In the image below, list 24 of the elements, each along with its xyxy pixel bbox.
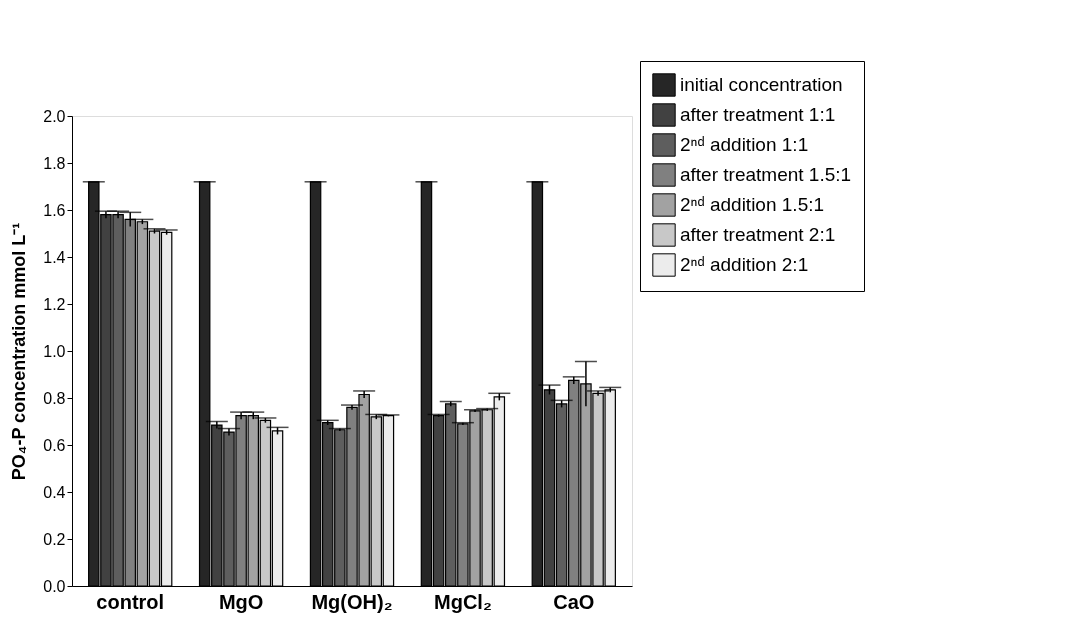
y-tick-label: 1.4	[43, 248, 66, 266]
y-tick-label: 1.0	[43, 342, 66, 360]
legend-label: after treatment 1.5:1	[680, 164, 852, 185]
y-tick-label: 2.0	[43, 107, 66, 125]
x-tick-label: Mg(OH)₂	[311, 590, 393, 613]
legend-label: initial concentration	[680, 74, 843, 95]
y-tick-label: 0.0	[43, 577, 66, 595]
y-tick-label: 0.2	[43, 530, 66, 548]
y-tick-label: 0.6	[43, 436, 66, 454]
x-tick-label: MgCl₂	[434, 590, 492, 613]
y-axis-title: PO₄-P concentration mmol L⁻¹	[9, 222, 30, 481]
legend-label: after treatment 2:1	[680, 224, 836, 245]
y-tick-label: 1.8	[43, 154, 66, 172]
legend-label: 2ⁿᵈ addition 1:1	[680, 134, 809, 155]
y-tick-label: 0.4	[43, 483, 66, 501]
x-tick-label: control	[96, 590, 165, 613]
y-tick-label: 1.2	[43, 295, 66, 313]
legend-label: after treatment 1:1	[680, 104, 836, 125]
y-tick-label: 1.6	[43, 201, 66, 219]
legend-label: 2ⁿᵈ addition 2:1	[680, 254, 809, 275]
legend-label: 2ⁿᵈ addition 1.5:1	[680, 194, 825, 215]
y-tick-label: 0.8	[43, 389, 66, 407]
x-tick-label: MgO	[218, 590, 264, 613]
x-tick-label: CaO	[553, 590, 595, 613]
